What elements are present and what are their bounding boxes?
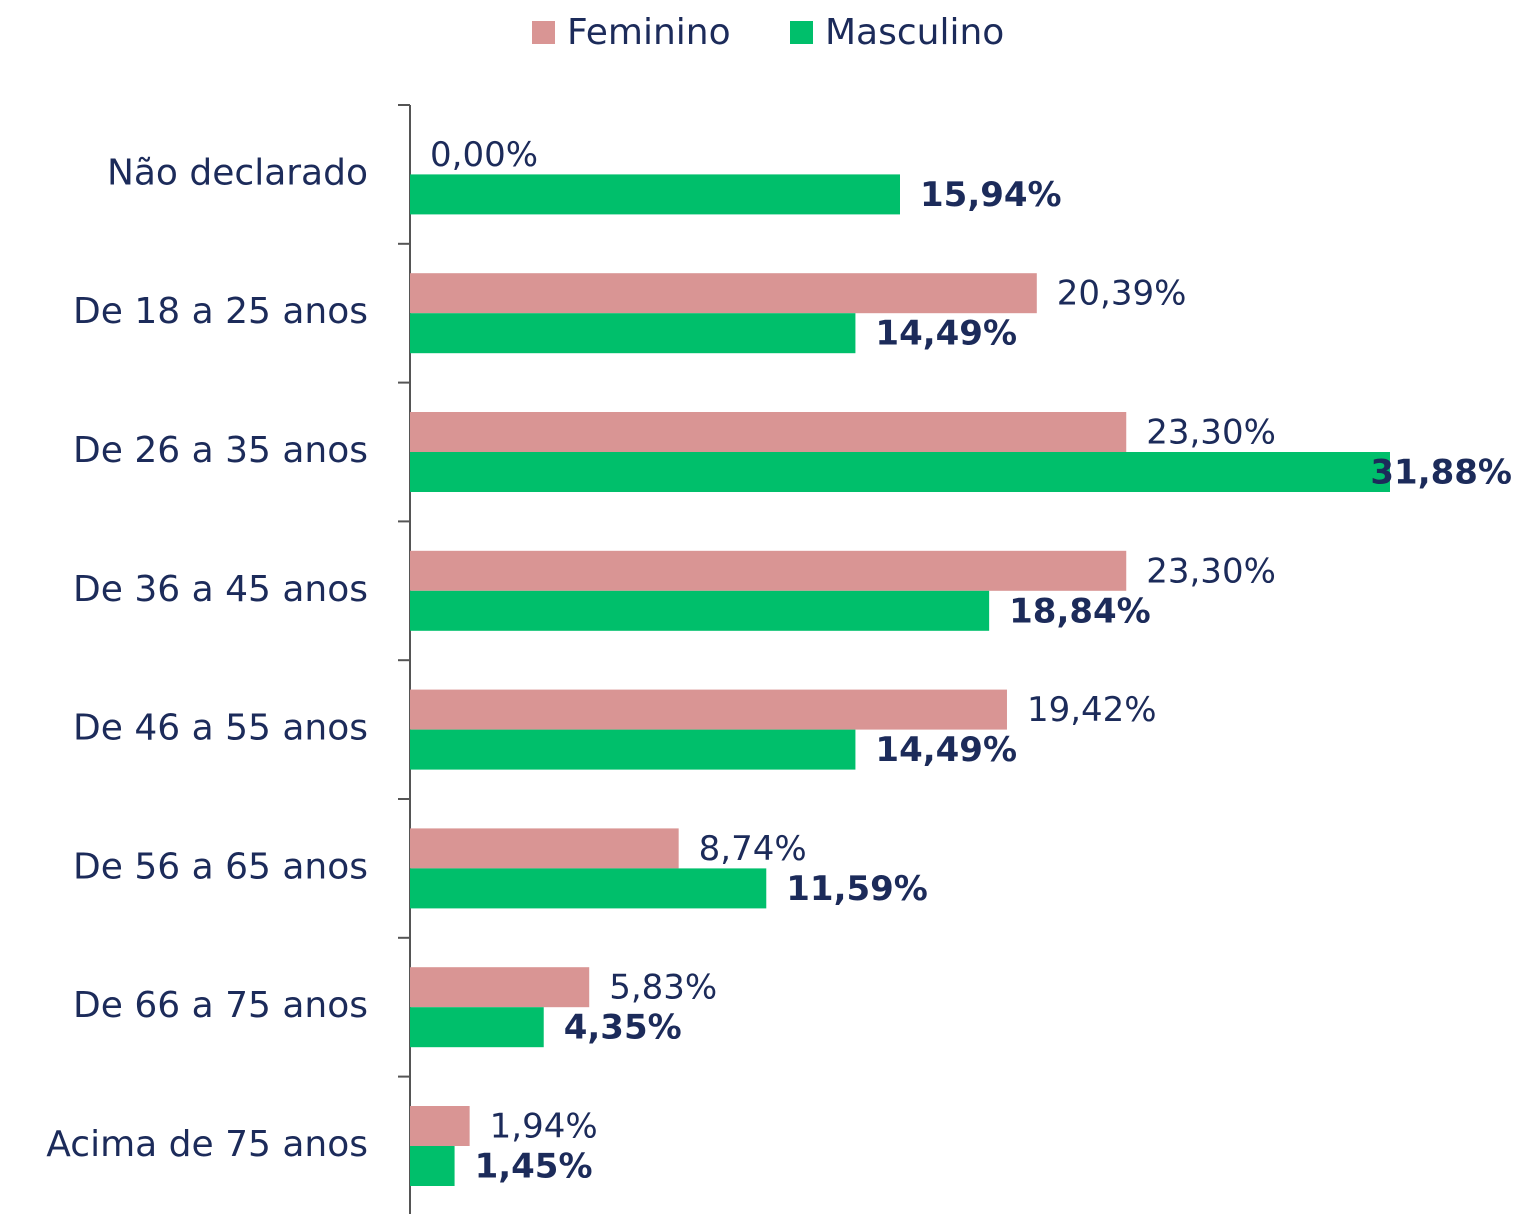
bar xyxy=(410,868,767,909)
value-label: 1,45% xyxy=(475,1147,593,1187)
bar xyxy=(410,590,990,631)
bar xyxy=(410,550,1127,591)
bar xyxy=(410,313,856,354)
bar xyxy=(410,1106,470,1146)
category-label: De 46 a 55 anos xyxy=(73,708,368,749)
bar xyxy=(410,1007,544,1048)
value-label: 0,00% xyxy=(430,135,538,175)
category-label: De 26 a 35 anos xyxy=(73,430,368,471)
category-label: De 66 a 75 anos xyxy=(73,985,368,1026)
bar xyxy=(410,412,1127,452)
bar xyxy=(410,967,590,1008)
category-label: De 36 a 45 anos xyxy=(73,569,368,610)
legend-label: Masculino xyxy=(825,12,1004,53)
legend-label: Feminino xyxy=(567,12,731,53)
bar xyxy=(410,174,900,215)
value-label: 23,30% xyxy=(1146,413,1276,453)
value-label: 11,59% xyxy=(786,869,928,909)
bar xyxy=(410,273,1037,314)
value-label: 20,39% xyxy=(1057,274,1187,314)
legend-swatch xyxy=(532,21,555,44)
category-label: De 18 a 25 anos xyxy=(73,291,368,332)
value-label: 14,49% xyxy=(875,730,1017,770)
bar xyxy=(410,1146,455,1186)
value-label: 19,42% xyxy=(1027,690,1157,730)
bar xyxy=(410,828,679,869)
value-label: 5,83% xyxy=(609,968,717,1008)
legend-swatch xyxy=(790,21,813,44)
value-label: 1,94% xyxy=(490,1107,598,1147)
value-label: 23,30% xyxy=(1146,551,1276,591)
category-label: Não declarado xyxy=(107,152,368,193)
bar xyxy=(410,729,856,770)
value-label: 15,94% xyxy=(920,175,1062,215)
value-label: 8,74% xyxy=(699,829,807,869)
bar xyxy=(410,452,1390,492)
value-label: 18,84% xyxy=(1009,591,1151,631)
value-label: 14,49% xyxy=(875,314,1017,354)
value-label: 4,35% xyxy=(564,1008,682,1048)
value-label: 31,88% xyxy=(1370,453,1512,493)
category-label: De 56 a 65 anos xyxy=(73,846,368,887)
category-label: Acima de 75 anos xyxy=(46,1124,368,1165)
bar xyxy=(410,689,1007,730)
